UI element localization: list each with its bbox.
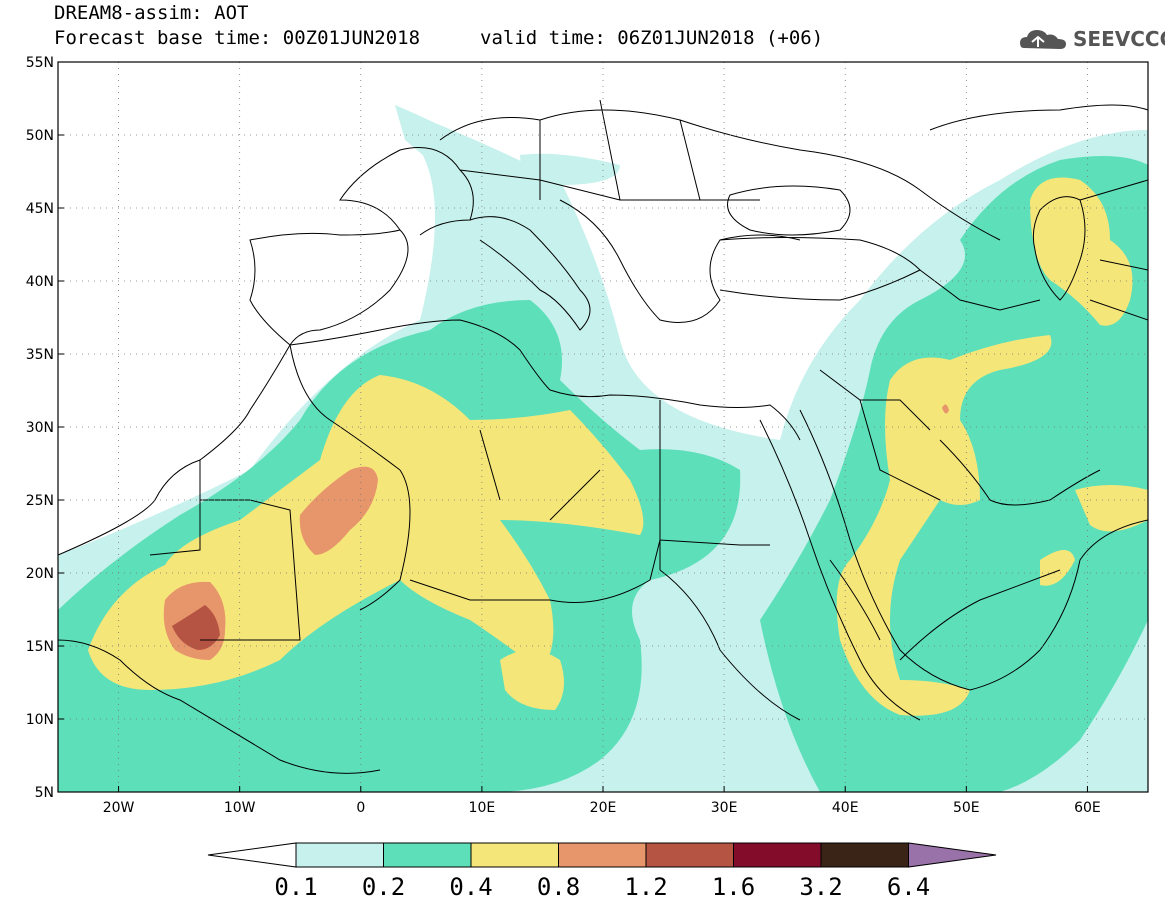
lat-tick-label-5: 30N	[26, 420, 54, 436]
lat-tick-label-4: 35N	[26, 347, 54, 363]
lat-tick-label-0: 55N	[26, 55, 54, 71]
coastlines-and-borders	[58, 99, 1148, 774]
lon-tick-label-1: 10W	[224, 800, 256, 816]
forecast-base-time: Forecast base time: 00Z01JUN2018	[54, 27, 421, 49]
colorbar-under-triangle	[207, 842, 297, 868]
border-central-asia	[919, 179, 1148, 321]
colorbar-label-2: 0.4	[449, 873, 493, 901]
colorbar-label-0: 0.1	[274, 873, 318, 901]
colorbar-swatch-1	[295, 842, 384, 868]
red-sea-east	[799, 409, 971, 691]
aot-band-1.2-gulf	[942, 404, 949, 414]
persian-gulf	[939, 439, 1101, 506]
aot-band-0.4	[88, 375, 644, 690]
border-east-africa	[659, 559, 1061, 721]
colorbar-label-5: 1.6	[711, 873, 756, 901]
lon-tick-label-3: 10E	[469, 800, 496, 816]
lat-tick-label-1: 50N	[26, 128, 54, 144]
red-sea-west	[759, 419, 921, 721]
border-europe	[439, 99, 1148, 201]
black-sea	[727, 185, 851, 236]
lon-tick-label-8: 60E	[1074, 800, 1101, 816]
cloud-logo-icon	[1020, 30, 1066, 49]
aot-band-0.1-danube	[520, 153, 620, 185]
lat-tick-label-7: 20N	[26, 566, 54, 582]
border-sahel	[149, 400, 770, 641]
lat-tick-label-8: 15N	[26, 639, 54, 655]
axis-tick-labels: 20W 10W 0 10E 20E 30E 40E 50E 60E 55N 50N 45N 40N 35N…	[26, 55, 1101, 816]
colorbar-swatch-7	[820, 842, 909, 868]
arabia-coast	[969, 519, 1148, 691]
lat-tick-label-3: 40N	[26, 274, 54, 290]
colorbar-swatch-4	[558, 842, 647, 868]
aot-band-0.8	[299, 466, 378, 555]
aot-band-0.4-oman	[1075, 485, 1148, 532]
lon-tick-label-4: 20E	[590, 800, 617, 816]
aot-contour-fields	[58, 62, 1148, 792]
logo-text: SEEVCCC	[1073, 27, 1165, 51]
colorbar	[207, 842, 997, 868]
italy	[469, 216, 591, 331]
colorbar-over-triangle	[908, 842, 997, 868]
aot-band-1.2	[172, 605, 220, 650]
lon-tick-label-5: 30E	[711, 800, 738, 816]
lat-tick-label-10: 5N	[35, 785, 54, 801]
colorbar-label-1: 0.2	[361, 873, 406, 901]
colorbar-label-7: 6.4	[886, 873, 931, 901]
lat-tick-label-2: 45N	[26, 201, 54, 217]
colorbar-label-6: 3.2	[799, 873, 843, 901]
colorbar-swatch-5	[645, 842, 734, 868]
colorbar-label-3: 0.8	[536, 873, 581, 901]
aot-band-0.4-south	[500, 650, 564, 710]
aot-band-0.4-arabia	[836, 335, 1052, 716]
map-title: DREAM8-assim: AOT	[54, 2, 249, 24]
border-maghreb	[289, 344, 411, 611]
lon-tick-label-7: 50E	[953, 800, 980, 816]
valid-time: valid time: 06Z01JUN2018 (+06)	[480, 27, 824, 49]
lon-tick-label-0: 20W	[103, 800, 135, 816]
aot-band-0.4-caspian	[1030, 177, 1133, 326]
border-middle-east	[819, 269, 1041, 501]
lat-tick-label-9: 10N	[26, 712, 54, 728]
france	[339, 147, 474, 236]
colorbar-swatch-6	[733, 842, 822, 868]
lon-tick-label-2: 0	[356, 800, 365, 816]
colorbar-label-4: 1.2	[624, 873, 668, 901]
caspian	[1032, 196, 1086, 301]
west-africa-coast	[58, 639, 381, 774]
lat-tick-label-6: 25N	[26, 493, 54, 509]
aot-band-0.4-yemen	[1040, 550, 1075, 586]
colorbar-swatch-2	[383, 842, 472, 868]
lon-tick-label-6: 40E	[832, 800, 859, 816]
balkans-greece	[559, 199, 801, 323]
iberia	[249, 229, 409, 346]
colorbar-swatch-3	[470, 842, 559, 868]
